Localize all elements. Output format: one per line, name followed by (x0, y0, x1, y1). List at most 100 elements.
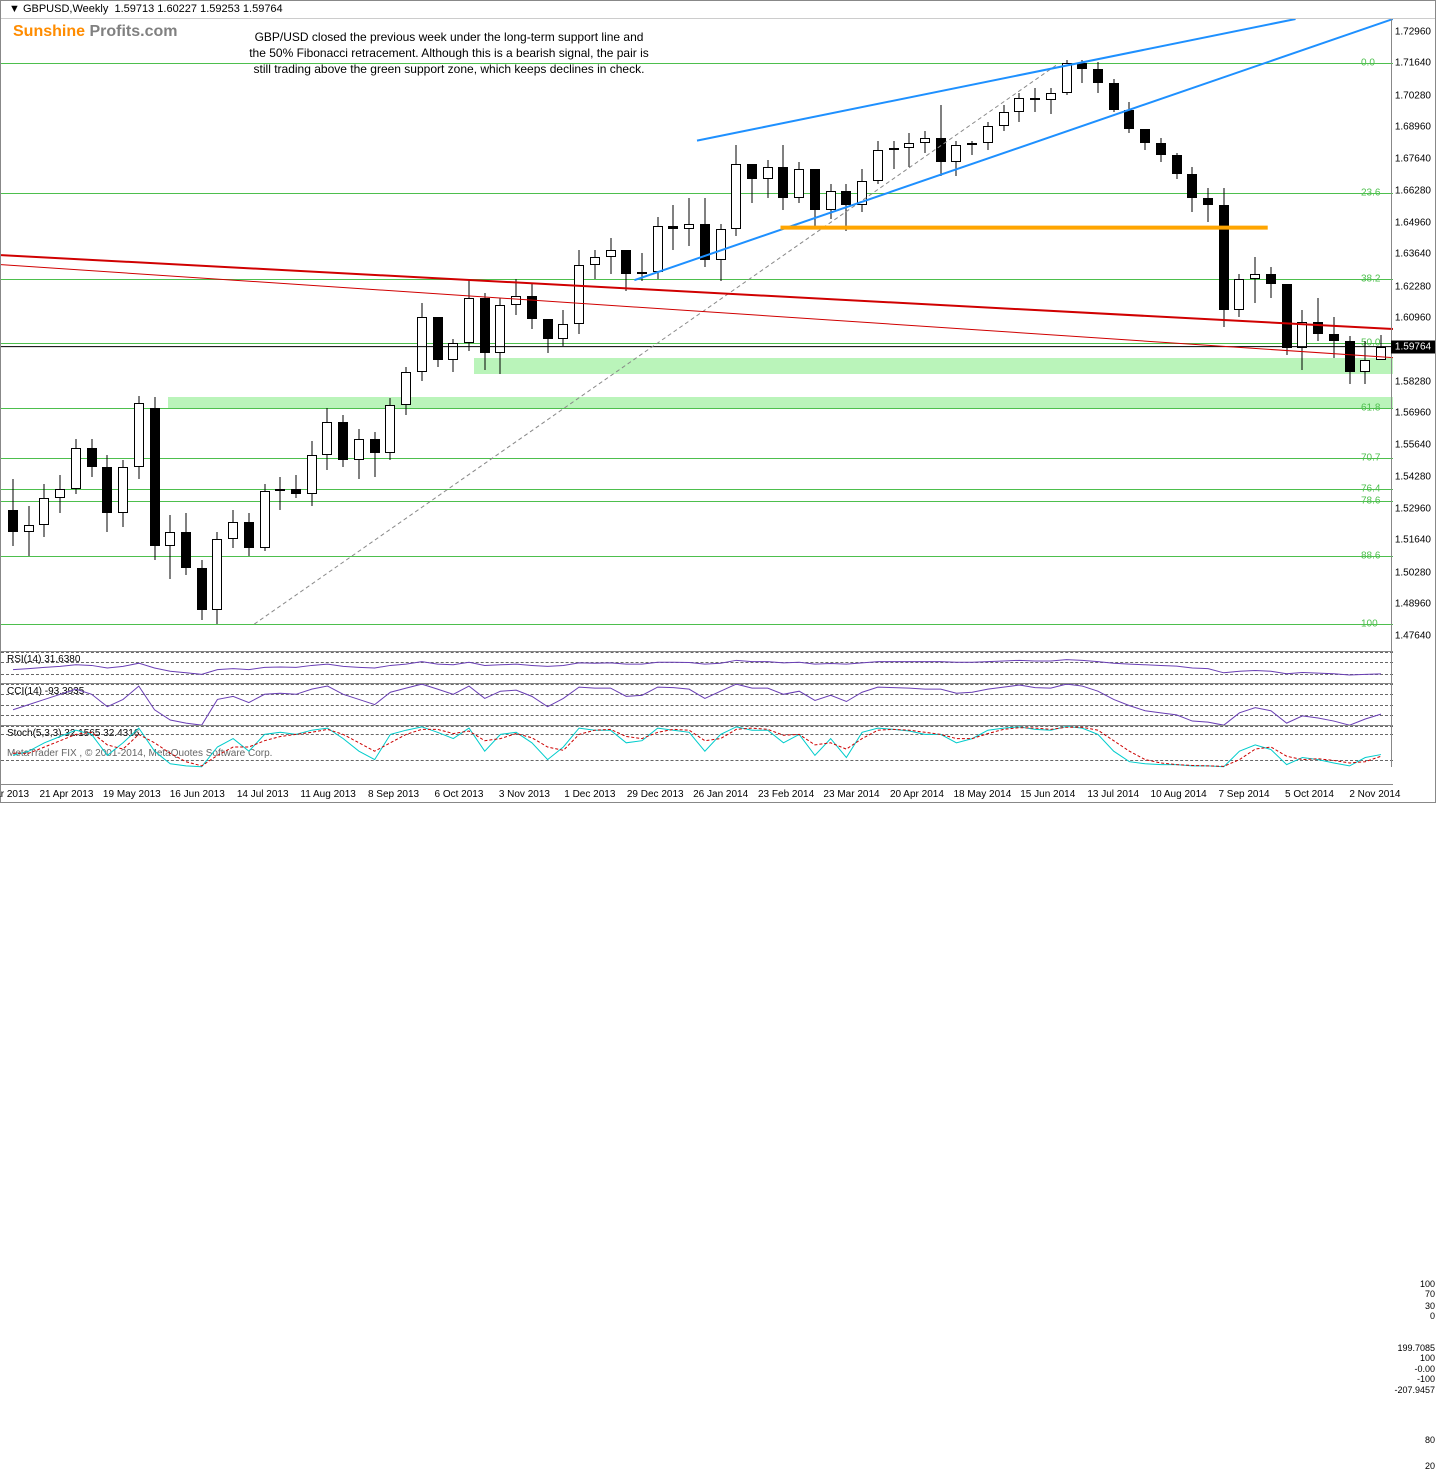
candle (39, 19, 49, 651)
candle (684, 19, 694, 651)
candle (904, 19, 914, 651)
chart-container: ▼ GBPUSD,Weekly 1.59713 1.60227 1.59253 … (0, 0, 1436, 803)
candle (794, 19, 804, 651)
candle (1376, 19, 1386, 651)
x-tick-label: 15 Jun 2014 (1020, 789, 1075, 800)
x-tick-label: 10 Aug 2014 (1151, 789, 1207, 800)
x-tick-label: 8 Sep 2013 (368, 789, 419, 800)
candle (1345, 19, 1355, 651)
ohlc-values: 1.59713 1.60227 1.59253 1.59764 (114, 3, 282, 15)
x-tick-label: 11 Aug 2013 (300, 789, 355, 800)
fib-line (1, 343, 1393, 344)
candle (1234, 19, 1244, 651)
fib-line (1, 63, 1393, 64)
x-tick-label: 24 Mar 2013 (0, 789, 29, 800)
candle (1077, 19, 1087, 651)
candle (511, 19, 521, 651)
rsi-indicator-panel[interactable]: RSI(14) 31.6380 10070300 (1, 651, 1393, 683)
x-tick-label: 18 May 2014 (953, 789, 1011, 800)
candle (590, 19, 600, 651)
y-tick-label: 1.54280 (1395, 472, 1431, 483)
y-tick-label: 1.50280 (1395, 567, 1431, 578)
candle (1297, 19, 1307, 651)
candle (983, 19, 993, 651)
y-tick-label: 1.72960 (1395, 26, 1431, 37)
candle (150, 19, 160, 651)
candle (826, 19, 836, 651)
candle (1156, 19, 1166, 651)
candle (999, 19, 1009, 651)
candle (763, 19, 773, 651)
candle (841, 19, 851, 651)
candle (197, 19, 207, 651)
candle (401, 19, 411, 651)
candle (716, 19, 726, 651)
fib-line (1, 279, 1393, 280)
x-tick-label: 13 Jul 2014 (1087, 789, 1139, 800)
cci-indicator-panel[interactable]: CCI(14) -93.3935 199.7085100-0.00-100-20… (1, 683, 1393, 725)
candle (747, 19, 757, 651)
candle (1172, 19, 1182, 651)
y-tick-label: 1.70280 (1395, 90, 1431, 101)
candle (637, 19, 647, 651)
x-tick-label: 3 Nov 2013 (499, 789, 550, 800)
candle (24, 19, 34, 651)
candle (1109, 19, 1119, 651)
x-tick-label: 6 Oct 2013 (434, 789, 483, 800)
x-tick-label: 5 Oct 2014 (1285, 789, 1334, 800)
candle (433, 19, 443, 651)
x-tick-label: 20 Apr 2014 (890, 789, 944, 800)
candle (558, 19, 568, 651)
candle (951, 19, 961, 651)
x-tick-label: 21 Apr 2013 (39, 789, 93, 800)
candle (8, 19, 18, 651)
y-tick-label: 1.66280 (1395, 186, 1431, 197)
y-tick-label: 1.67640 (1395, 153, 1431, 164)
candle (1014, 19, 1024, 651)
price-chart-area[interactable]: 0.023.638.250.061.870.776.478.688.6100 (1, 19, 1393, 651)
candle (653, 19, 663, 651)
candle (1282, 19, 1292, 651)
fib-line (1, 556, 1393, 557)
x-tick-label: 26 Jan 2014 (693, 789, 748, 800)
symbol-timeframe: ▼ GBPUSD,Weekly (9, 3, 108, 15)
candle (181, 19, 191, 651)
chart-header: ▼ GBPUSD,Weekly 1.59713 1.60227 1.59253 … (1, 1, 1435, 19)
candle (1329, 19, 1339, 651)
candle (55, 19, 65, 651)
x-tick-label: 29 Dec 2013 (627, 789, 684, 800)
fib-line (1, 408, 1393, 409)
candle (212, 19, 222, 651)
fib-line (1, 624, 1393, 625)
candle (385, 19, 395, 651)
candle (417, 19, 427, 651)
candle (936, 19, 946, 651)
candle (1093, 19, 1103, 651)
y-tick-label: 1.58280 (1395, 376, 1431, 387)
candle (87, 19, 97, 651)
candle (543, 19, 553, 651)
candle (165, 19, 175, 651)
candle (1266, 19, 1276, 651)
x-tick-label: 23 Feb 2014 (758, 789, 814, 800)
candle (134, 19, 144, 651)
candle (307, 19, 317, 651)
candle (621, 19, 631, 651)
candle (810, 19, 820, 651)
candle (338, 19, 348, 651)
y-tick-label: 1.64960 (1395, 217, 1431, 228)
stoch-indicator-panel[interactable]: Stoch(5,3,3) 32.1565 32.4316 MetaTrader … (1, 725, 1393, 767)
candle (495, 19, 505, 651)
candle (260, 19, 270, 651)
indicator-y-axis (1391, 651, 1435, 767)
candle (480, 19, 490, 651)
candle (1062, 19, 1072, 651)
candle (1046, 19, 1056, 651)
x-tick-label: 16 Jun 2013 (170, 789, 225, 800)
candle (1203, 19, 1213, 651)
candle (354, 19, 364, 651)
candle (920, 19, 930, 651)
candle (889, 19, 899, 651)
candle (118, 19, 128, 651)
candle (448, 19, 458, 651)
